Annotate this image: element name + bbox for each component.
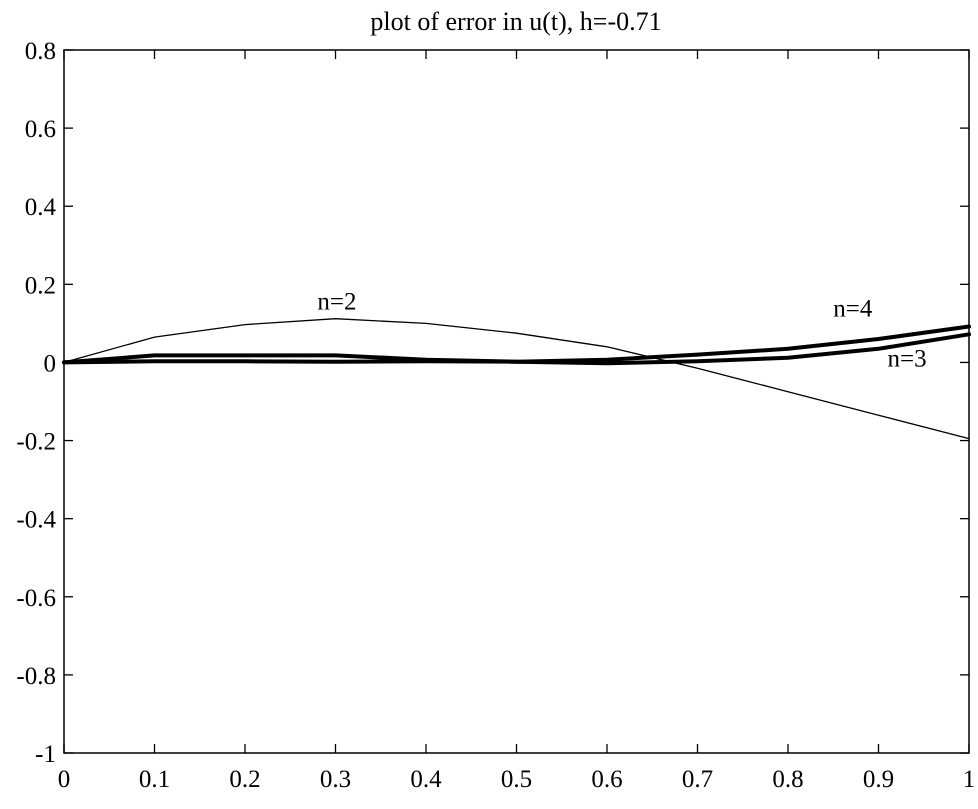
- x-tick-label: 0.2: [229, 766, 260, 793]
- y-tick-label: 0.6: [25, 116, 56, 143]
- y-tick-label: 0.8: [25, 38, 56, 65]
- x-tick-label: 0.3: [320, 766, 351, 793]
- y-tick-label: -0.2: [16, 429, 56, 456]
- series-annotation: n=2: [317, 289, 356, 316]
- x-tick-label: 0: [58, 766, 71, 793]
- y-tick-label: -0.6: [16, 585, 56, 612]
- y-tick-label: 0.4: [25, 194, 57, 221]
- y-tick-label: -0.8: [16, 663, 56, 690]
- x-tick-label: 0.1: [139, 766, 170, 793]
- series-line-n2: [63, 318, 970, 440]
- x-tick-label: 0.8: [772, 766, 803, 793]
- series-layer: [62, 318, 971, 440]
- series-line-n3: [62, 332, 971, 366]
- x-tick-label: 0.6: [591, 766, 622, 793]
- plot-frame: [63, 49, 970, 754]
- y-tick-label: -0.4: [16, 507, 56, 534]
- series-annotation: n=3: [888, 345, 927, 372]
- x-tick-label: 0.9: [863, 766, 894, 793]
- x-tick-label: 0.4: [410, 766, 442, 793]
- y-tick-label: 0: [44, 350, 57, 377]
- annotations: n=2 n=4 n=3: [317, 289, 926, 373]
- chart-title: plot of error in u(t), h=-0.71: [370, 7, 661, 36]
- series-line-n4: [62, 324, 971, 365]
- y-tick-label: -1: [35, 741, 56, 768]
- x-tick-label: 0.7: [682, 766, 713, 793]
- x-tick-label: 0.5: [501, 766, 532, 793]
- axes: -1 -0.8 -0.6 -0.4 -0.2 0 0.2 0.4 0.6 0.8 0 0.1 0.2 0.…: [16, 38, 975, 793]
- y-tick-label: 0.2: [25, 272, 56, 299]
- series-annotation: n=4: [833, 296, 873, 323]
- x-tick-label: 1: [963, 766, 976, 793]
